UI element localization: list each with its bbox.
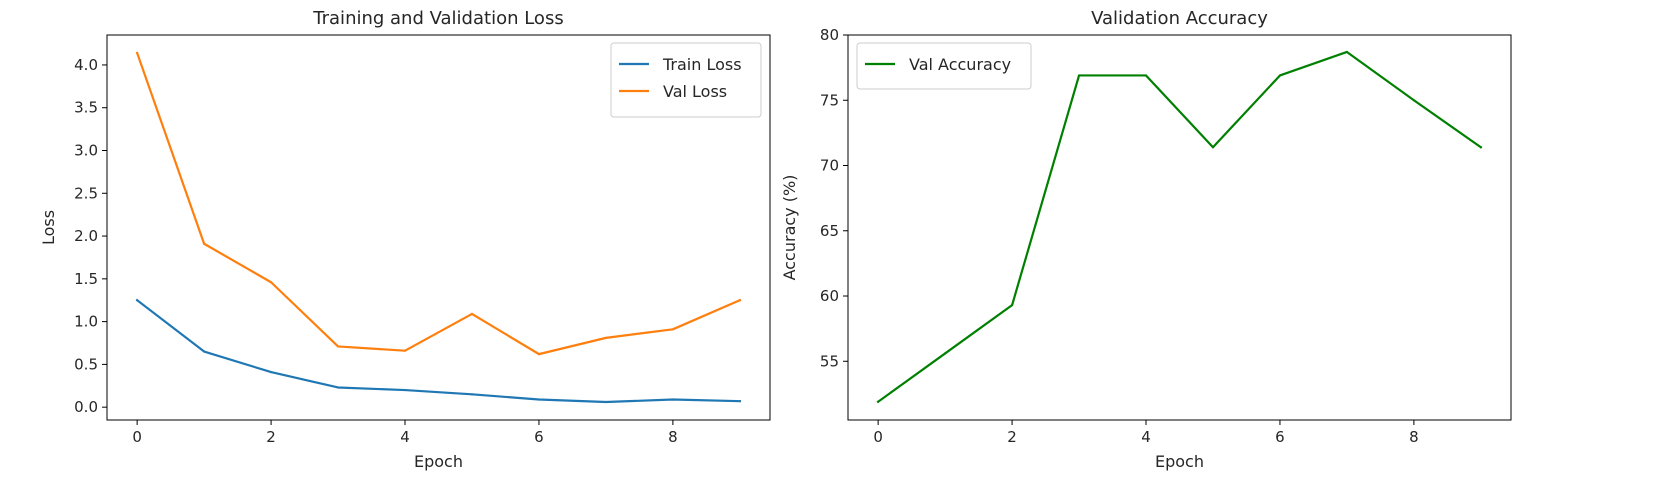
x-tick-label: 0 [873,428,883,446]
x-tick-label: 6 [1275,428,1285,446]
data-point [336,386,340,389]
data-point [877,400,880,403]
x-axis-label: Epoch [1155,452,1204,471]
legend: Train Loss Val Loss [610,42,762,118]
data-point [403,349,407,352]
chart-title: Validation Accuracy [1091,8,1268,29]
data-point [203,242,206,245]
y-tick-label: 2.5 [74,184,98,202]
y-tick-label: 4.0 [74,56,98,74]
data-point [136,51,139,55]
y-tick-label: 0.5 [74,355,98,373]
data-point [136,299,139,302]
x-axis-label: Epoch [414,452,463,471]
y-tick-label: 3.5 [74,99,98,117]
y-tick-label: 1.5 [74,270,98,288]
x-tick-label: 8 [668,428,678,446]
y-tick-label: 2.0 [74,227,98,245]
y-axis-label: Loss [39,210,58,245]
data-point [944,352,947,355]
data-point [738,400,741,403]
data-point [269,281,273,284]
chart-2: Validation Accuracy 0 2 4 6 8 55 60 65 70 75 80 Epoc… [780,8,1512,471]
data-point [203,350,206,353]
data-point [1412,99,1415,102]
y-axis-label: Accuracy (%) [780,175,799,281]
data-point [1345,50,1349,54]
y-tick-label: 3.0 [74,142,98,160]
data-point [470,312,474,316]
series-line-1 [135,298,741,404]
y-tick-label: 80 [820,26,839,44]
y-tick-label: 0.0 [74,398,98,416]
plot-frame [847,34,1512,421]
data-point [470,393,474,396]
data-point [671,398,674,401]
legend-label: Val Loss [663,82,727,101]
y-tick-label: 1.0 [74,313,98,331]
y-tick-label: 60 [820,287,839,305]
x-tick-label: 2 [266,428,276,446]
y-tick-label: 65 [820,222,839,240]
data-point [604,336,608,339]
x-tick-label: 0 [132,428,142,446]
data-point [537,353,541,356]
data-point [1010,304,1014,307]
x-tick-label: 8 [1409,428,1419,446]
series-line-1 [876,50,1483,404]
data-point [671,328,674,331]
series-line-2 [135,51,742,356]
data-point [738,299,741,302]
data-point [604,400,608,404]
data-point [1278,74,1282,77]
chart-title: Training and Validation Loss [312,8,563,29]
data-point [537,398,541,401]
x-tick-label: 2 [1007,428,1017,446]
data-point [403,388,407,392]
y-tick-label: 55 [820,352,839,370]
x-tick-label: 4 [1141,428,1151,446]
chart-1: Training and Validation Loss 0 2 4 6 8 0.0 0.5 1… [39,8,771,471]
legend: Val Accuracy [856,42,1032,90]
data-point [1144,74,1148,77]
legend-label: Val Accuracy [909,55,1011,74]
data-point [1077,74,1081,77]
y-tick-label: 75 [820,91,839,109]
legend-label: Train Loss [662,55,742,74]
data-point [1479,146,1482,149]
data-point [336,345,340,348]
legend-box [856,42,1032,90]
legend-box [610,42,762,118]
y-tick-label: 70 [820,157,839,175]
x-tick-label: 4 [400,428,410,446]
plot-frame [106,34,771,421]
data-point [1211,146,1215,149]
data-point [269,370,273,374]
x-tick-label: 6 [534,428,544,446]
